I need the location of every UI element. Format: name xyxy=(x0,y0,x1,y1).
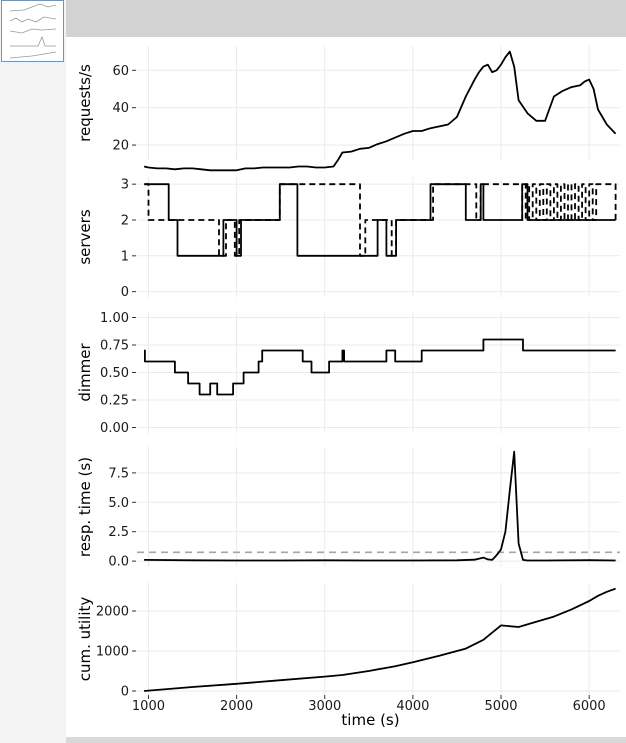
y-tick-label: 20 xyxy=(112,139,129,154)
x-tick-label: 6000 xyxy=(573,699,606,714)
y-tick-label: 0 xyxy=(121,685,129,700)
y-tick-label: 3 xyxy=(121,178,129,193)
x-axis-label: time (s) xyxy=(341,711,399,729)
x-tick-label: 5000 xyxy=(484,699,517,714)
y-axis-label: requests/s xyxy=(76,64,94,142)
y-tick-label: 0.75 xyxy=(100,339,129,354)
y-tick-label: 5.0 xyxy=(108,496,129,511)
y-axis-label: resp. time (s) xyxy=(76,457,94,557)
viewer-top-bar xyxy=(66,0,626,37)
y-tick-label: 7.5 xyxy=(108,466,129,481)
x-tick-label: 3000 xyxy=(308,699,341,714)
x-tick-label: 2000 xyxy=(220,699,253,714)
y-tick-label: 1000 xyxy=(96,645,129,660)
y-tick-label: 60 xyxy=(112,64,129,79)
y-tick-label: 0 xyxy=(121,285,129,300)
y-tick-label: 1 xyxy=(121,249,129,264)
y-axis-label: servers xyxy=(76,209,94,264)
thumbnail-preview-icon xyxy=(9,3,57,59)
y-axis-label: cum. utility xyxy=(76,597,94,682)
y-tick-label: 2 xyxy=(121,213,129,228)
x-tick-label: 1000 xyxy=(132,699,165,714)
viewer-bottom-scrollbar[interactable] xyxy=(66,737,626,743)
chart-thumbnail[interactable] xyxy=(1,0,64,62)
solid-series-line xyxy=(144,587,616,692)
y-tick-label: 0.0 xyxy=(108,555,129,570)
solid-series-line xyxy=(143,338,616,396)
y-tick-label: 1.00 xyxy=(100,311,129,326)
y-tick-label: 0.25 xyxy=(100,394,129,409)
y-tick-label: 0.50 xyxy=(100,366,129,381)
dashed-series-line xyxy=(144,183,617,257)
y-tick-label: 2.5 xyxy=(108,525,129,540)
y-axis-label: dimmer xyxy=(76,343,94,402)
y-tick-label: 40 xyxy=(112,101,129,116)
thumbnail-sidebar xyxy=(0,0,66,743)
y-tick-label: 0.00 xyxy=(100,421,129,436)
y-tick-label: 2000 xyxy=(96,605,129,620)
x-tick-label: 4000 xyxy=(396,699,429,714)
solid-series-line xyxy=(143,50,617,172)
solid-series-line xyxy=(144,450,616,562)
